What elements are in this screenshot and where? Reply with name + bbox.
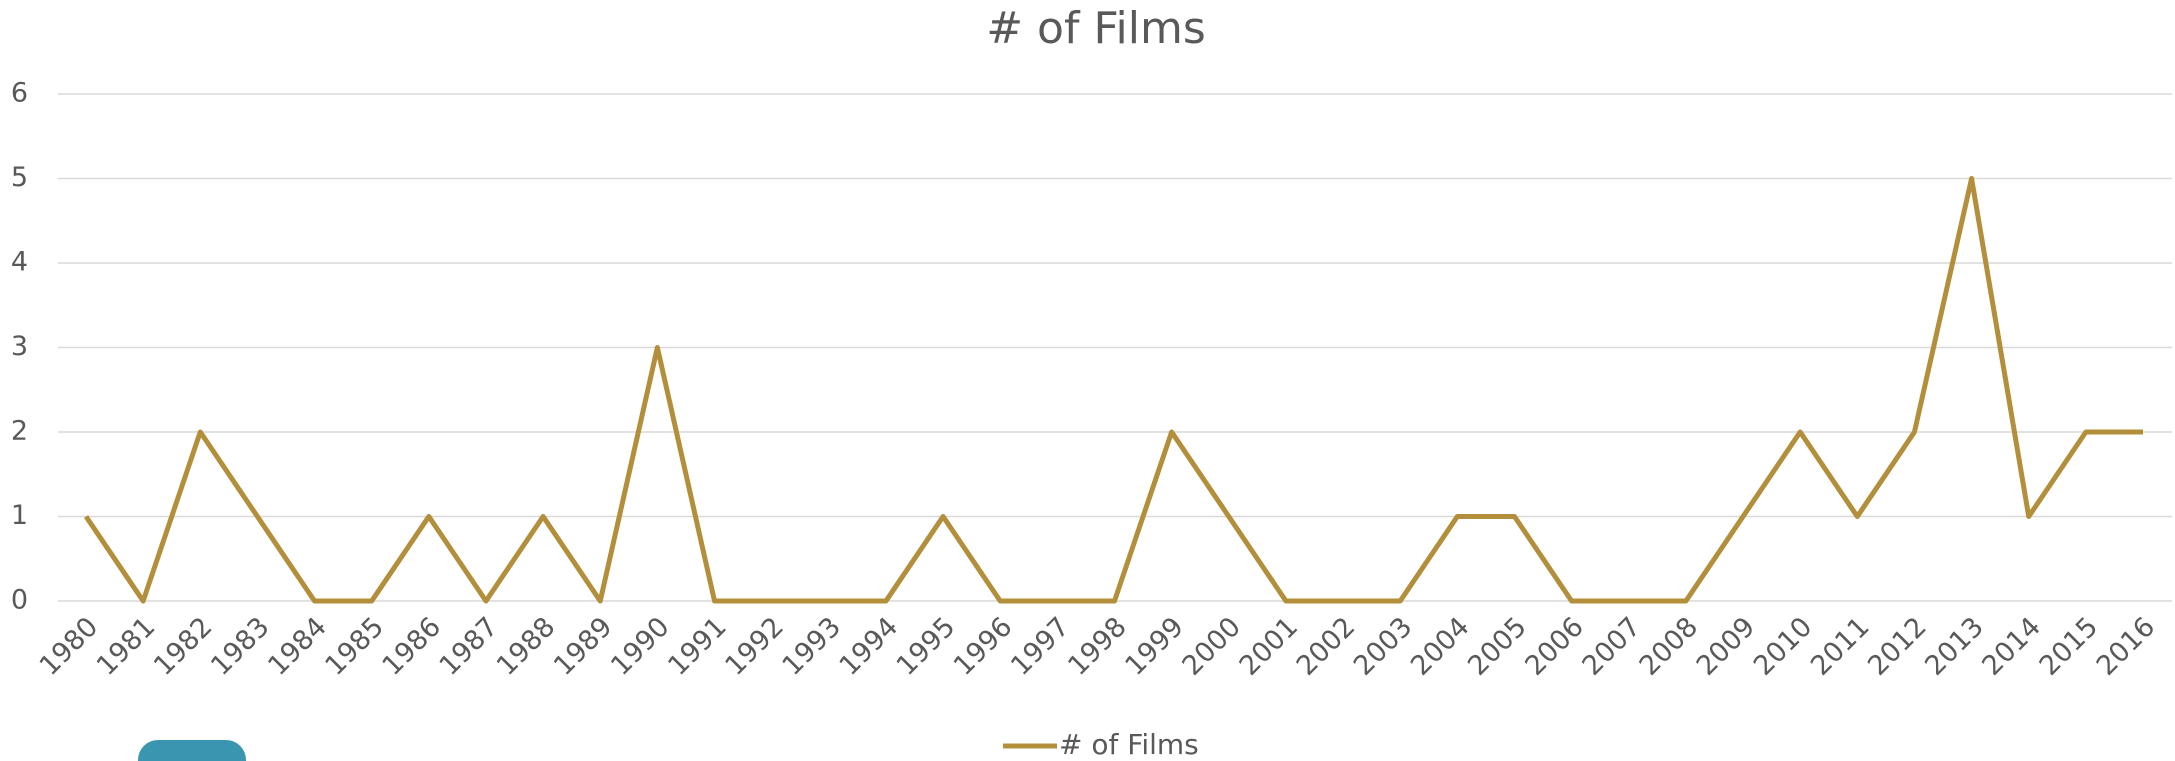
- y-tick-label: 1: [11, 500, 28, 531]
- x-tick-label: 2011: [1805, 611, 1876, 682]
- x-tick-label: 2009: [1691, 611, 1762, 682]
- x-tick-label: 2008: [1634, 611, 1705, 682]
- x-tick-label: 1993: [777, 611, 848, 682]
- y-tick-label: 0: [11, 585, 28, 616]
- x-tick-label: 2005: [1462, 611, 1533, 682]
- x-tick-label: 2002: [1291, 611, 1362, 682]
- decoration-blob: [138, 740, 246, 761]
- x-tick-label: 1986: [377, 611, 448, 682]
- x-tick-label: 1985: [319, 611, 390, 682]
- x-tick-label: 1980: [34, 611, 105, 682]
- x-tick-label: 2012: [1862, 611, 1933, 682]
- x-tick-label: 2013: [1919, 611, 1990, 682]
- x-tick-label: 2015: [2034, 611, 2105, 682]
- y-tick-label: 2: [11, 416, 28, 447]
- x-tick-label: 1984: [262, 611, 333, 682]
- x-tick-label: 1988: [491, 611, 562, 682]
- x-tick-label: 2010: [1748, 611, 1819, 682]
- x-tick-label: 1989: [548, 611, 619, 682]
- y-tick-label: 5: [11, 162, 28, 193]
- x-tick-label: 1983: [205, 611, 276, 682]
- x-tick-label: 1982: [148, 611, 219, 682]
- y-tick-label: 3: [11, 331, 28, 362]
- x-tick-label: 1999: [1119, 611, 1190, 682]
- x-tick-label: 1981: [91, 611, 162, 682]
- x-tick-label: 1990: [605, 611, 676, 682]
- x-tick-label: 1998: [1062, 611, 1133, 682]
- x-tick-label: 2003: [1348, 611, 1419, 682]
- x-tick-label: 1987: [434, 611, 505, 682]
- x-tick-label: 2016: [2091, 611, 2162, 682]
- y-tick-label: 4: [11, 247, 28, 278]
- x-tick-label: 1995: [891, 611, 962, 682]
- series-line: [83, 176, 2143, 604]
- x-tick-label: 2014: [1976, 611, 2047, 682]
- x-tick-label: 2004: [1405, 611, 1476, 682]
- legend-label: # of Films: [1059, 728, 1199, 761]
- y-tick-label: 6: [11, 78, 28, 109]
- x-tick-label: 1992: [719, 611, 790, 682]
- x-tick-label: 2001: [1234, 611, 1305, 682]
- x-tick-label: 2007: [1576, 611, 1647, 682]
- x-tick-label: 2006: [1519, 611, 1590, 682]
- x-tick-label: 1996: [948, 611, 1019, 682]
- x-tick-label: 1994: [834, 611, 905, 682]
- x-tick-label: 2000: [1177, 611, 1248, 682]
- chart-title: # of Films: [986, 3, 1206, 54]
- x-tick-label: 1991: [662, 611, 733, 682]
- x-tick-label: 1997: [1005, 611, 1076, 682]
